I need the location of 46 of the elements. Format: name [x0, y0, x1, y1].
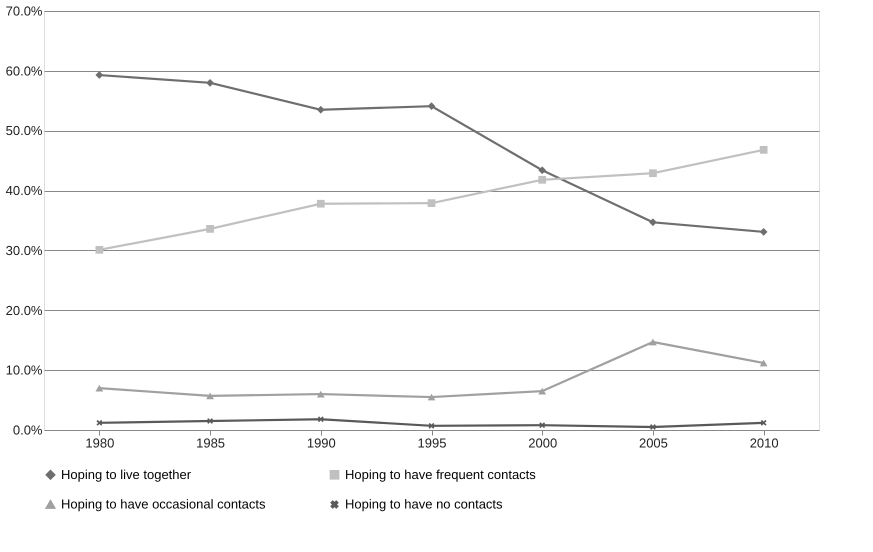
point	[760, 420, 767, 426]
point	[206, 225, 214, 233]
legend-label: Hoping to live together	[61, 466, 192, 482]
point	[318, 416, 324, 422]
point	[649, 169, 657, 178]
point	[95, 384, 104, 392]
point	[428, 394, 436, 400]
y-tick-label: 30.0%	[6, 242, 43, 258]
point	[95, 246, 104, 254]
point	[206, 392, 214, 400]
x-tick-label: 1990	[306, 436, 336, 450]
x-tick-label: 1995	[418, 436, 446, 450]
point	[760, 360, 768, 366]
point	[538, 388, 546, 394]
legend-label: Hoping to have occasional contacts	[61, 496, 266, 512]
point	[649, 218, 657, 226]
point	[316, 200, 325, 208]
x-tick-label: 2000	[528, 436, 558, 450]
point	[650, 424, 656, 430]
y-tick-label: 40.0%	[6, 183, 43, 198]
point	[96, 420, 102, 426]
x-tick-label: 1980	[85, 436, 114, 450]
point	[316, 390, 325, 398]
point	[428, 102, 436, 110]
point	[428, 199, 436, 208]
legend-label: Hoping to have no contacts	[345, 496, 504, 512]
point	[538, 166, 546, 174]
point	[316, 106, 325, 114]
y-tick-label: 0.0%	[12, 422, 43, 438]
y-tick-label: 70.0%	[6, 4, 43, 18]
y-tick-label: 50.0%	[6, 123, 43, 138]
point	[538, 176, 546, 184]
x-tick-label: 2005	[638, 436, 668, 450]
point	[760, 146, 768, 154]
point	[649, 338, 657, 346]
point	[539, 422, 546, 428]
legend-label: Hoping to have frequent contacts	[345, 466, 536, 482]
point	[207, 418, 213, 424]
x-tick-label: 1985	[196, 436, 226, 450]
point	[760, 228, 768, 236]
point	[206, 78, 214, 87]
point	[95, 71, 104, 79]
x-tick-label: 2010	[750, 436, 779, 450]
y-tick-label: 10.0%	[6, 362, 43, 378]
y-tick-label: 20.0%	[6, 302, 43, 318]
y-tick-label: 60.0%	[6, 63, 43, 78]
